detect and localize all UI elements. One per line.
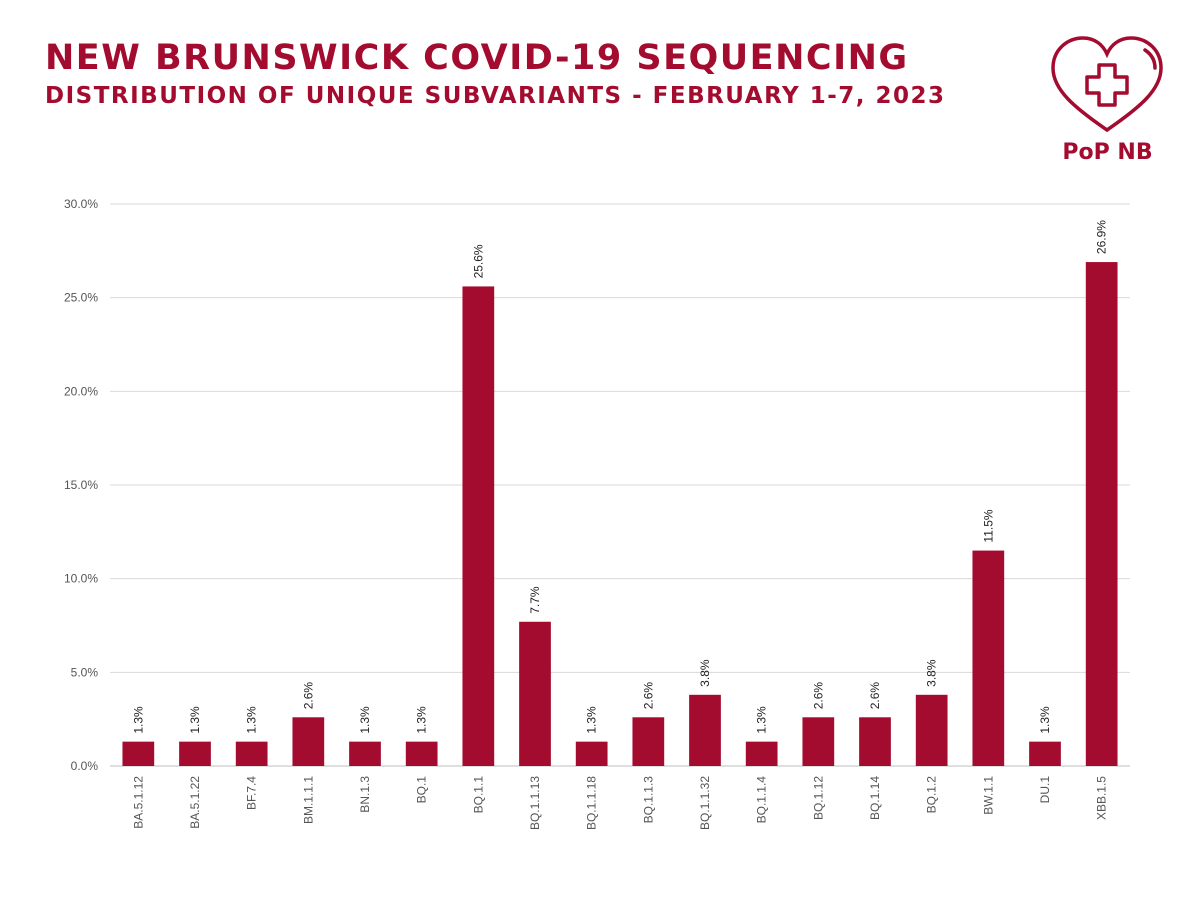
x-tick-label: BA.5.1.22 — [188, 776, 202, 829]
data-label: 1.3% — [358, 706, 372, 734]
x-tick-label: BN.1.3 — [358, 776, 372, 813]
bar — [349, 741, 381, 766]
bar — [802, 717, 835, 766]
x-tick-label: BQ.1.14 — [868, 776, 882, 820]
data-label: 2.6% — [301, 682, 315, 710]
bar — [745, 741, 778, 766]
data-label: 1.3% — [585, 706, 599, 734]
data-label: 1.3% — [188, 706, 202, 734]
data-label: 11.5% — [981, 509, 995, 542]
x-tick-label: BQ.1.1.13 — [528, 776, 542, 830]
y-tick-label: 30.0% — [64, 197, 98, 211]
x-tick-label: BQ.1 — [415, 776, 429, 804]
data-label: 1.3% — [755, 706, 769, 734]
y-tick-label: 5.0% — [71, 665, 99, 679]
x-tick-label: BQ.1.1.18 — [585, 776, 599, 830]
x-tick-label: BQ.1.2 — [925, 776, 939, 814]
bar — [292, 717, 325, 766]
x-tick-label: BM.1.1.1 — [301, 776, 315, 824]
bar — [632, 717, 665, 766]
x-tick-label: BQ.1.1.32 — [698, 776, 712, 830]
x-tick-label: BQ.1.12 — [811, 776, 825, 820]
bar — [405, 741, 438, 766]
data-label: 3.8% — [698, 659, 712, 687]
x-tick-label: XBB.1.5 — [1095, 776, 1109, 820]
chart-subtitle: DISTRIBUTION OF UNIQUE SUBVARIANTS - FEB… — [45, 83, 946, 109]
y-tick-label: 15.0% — [64, 478, 98, 492]
bar — [462, 286, 495, 766]
y-tick-label: 25.0% — [64, 291, 98, 305]
data-label: 2.6% — [811, 682, 825, 710]
bar — [575, 741, 608, 766]
data-label: 25.6% — [471, 244, 485, 278]
x-tick-label: DU.1 — [1038, 776, 1052, 804]
y-tick-label: 10.0% — [64, 572, 98, 586]
data-label: 3.8% — [925, 659, 939, 687]
bar — [122, 741, 155, 766]
bar — [179, 741, 211, 766]
bar — [859, 717, 891, 766]
bar — [915, 694, 948, 766]
x-tick-label: BA.5.1.12 — [131, 776, 145, 829]
x-tick-label: BW.1.1 — [981, 776, 995, 815]
data-label: 2.6% — [868, 682, 882, 710]
bar — [972, 550, 1005, 766]
chart-title: NEW BRUNSWICK COVID-19 SEQUENCING — [45, 38, 909, 78]
bar — [1085, 262, 1118, 766]
data-label: 1.3% — [131, 706, 145, 734]
data-label: 1.3% — [245, 706, 259, 734]
bar — [235, 741, 268, 766]
x-tick-label: BF.7.4 — [245, 776, 259, 810]
logo-text: PoP NB — [1062, 140, 1153, 165]
data-label: 1.3% — [1038, 706, 1052, 734]
data-label: 1.3% — [415, 706, 429, 734]
x-tick-label: BQ.1.1 — [471, 776, 485, 814]
x-tick-label: BQ.1.1.4 — [755, 776, 769, 824]
data-label: 2.6% — [641, 682, 655, 710]
bar — [689, 694, 721, 766]
heart-with-cross-icon — [1051, 36, 1163, 133]
data-label: 7.7% — [528, 586, 542, 614]
y-tick-label: 0.0% — [71, 759, 99, 773]
bar — [519, 621, 551, 766]
y-tick-label: 20.0% — [64, 384, 98, 398]
x-tick-label: BQ.1.1.3 — [641, 776, 655, 824]
bar — [1029, 741, 1061, 766]
data-label: 26.9% — [1095, 220, 1109, 254]
